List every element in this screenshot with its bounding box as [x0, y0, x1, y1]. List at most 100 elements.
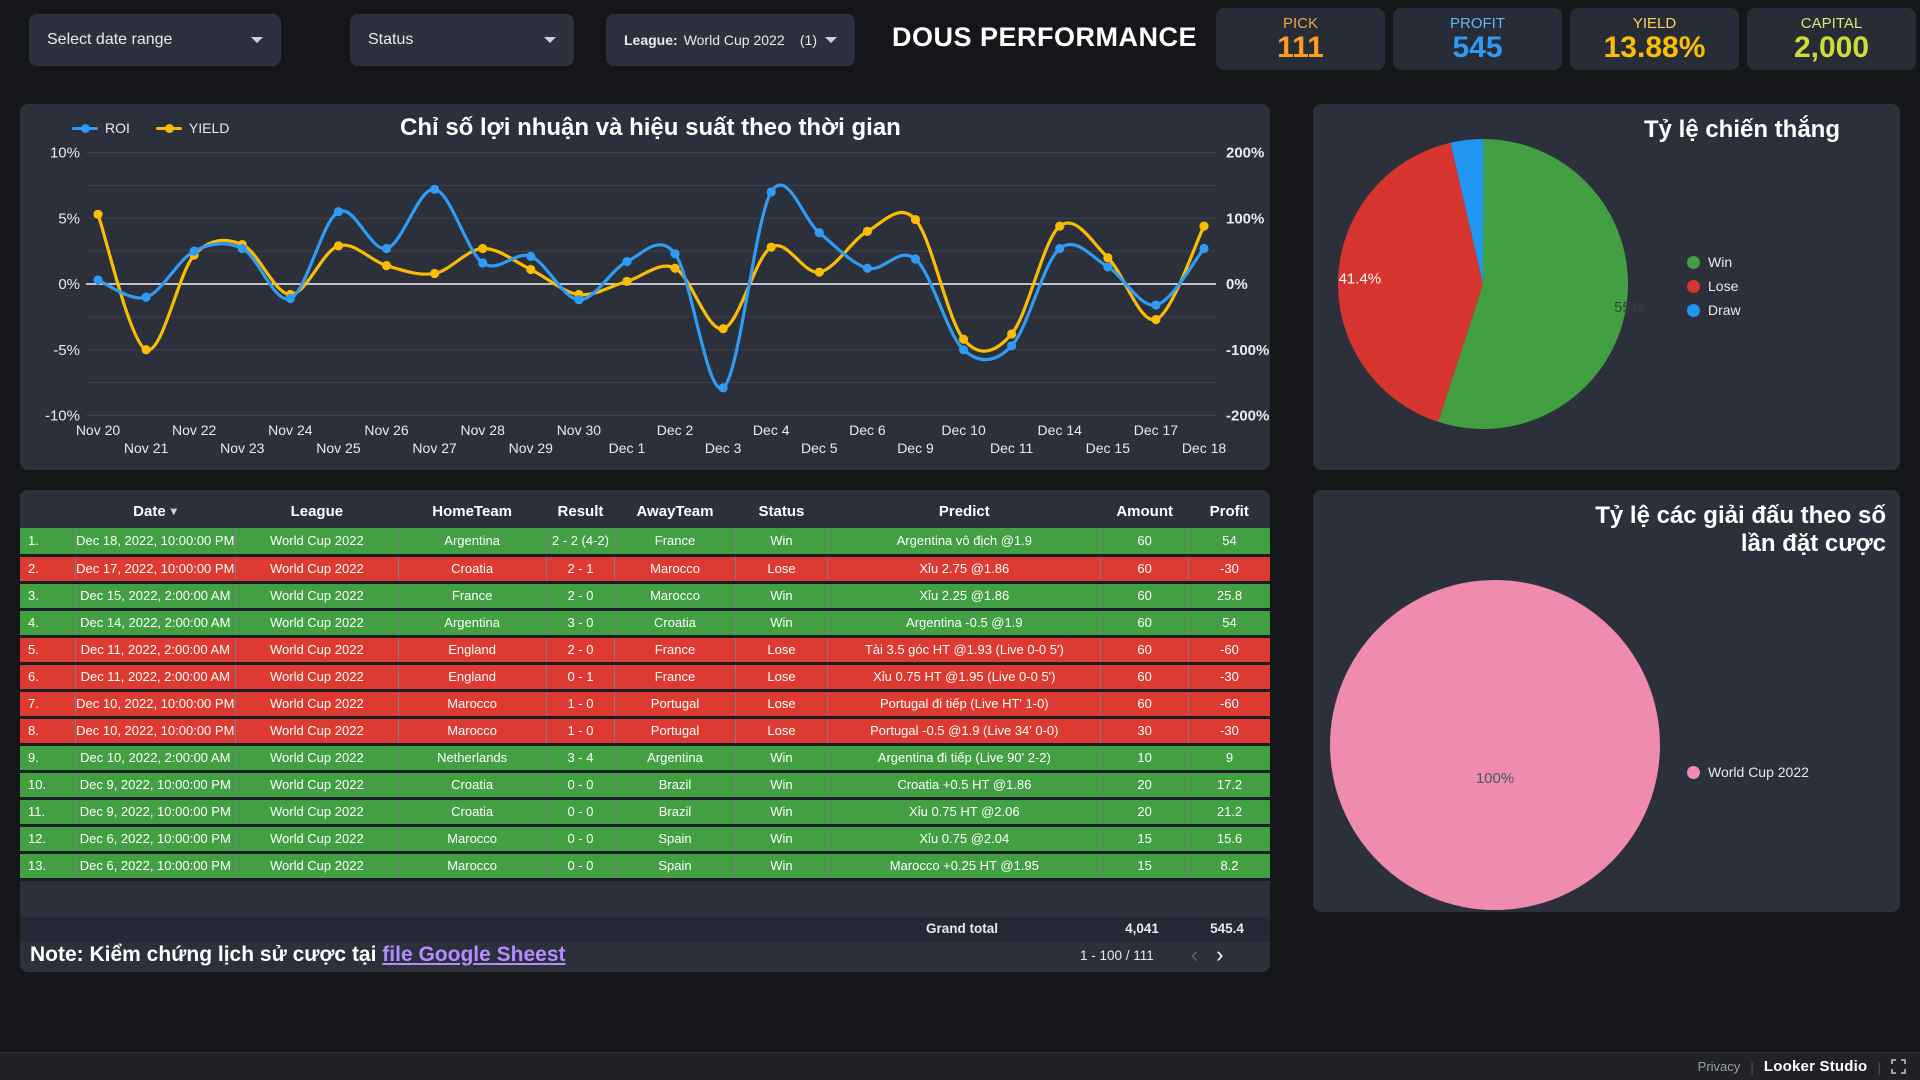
svg-text:-100%: -100%	[1226, 342, 1269, 359]
table-cell: Dec 10, 2022, 10:00:00 PM	[75, 717, 236, 744]
col-header-Status[interactable]: Status	[735, 494, 828, 528]
table-row[interactable]: 4. Dec 14, 2022, 2:00:00 AM World Cup 2022…	[20, 609, 1270, 636]
table-cell: Dec 6, 2022, 10:00:00 PM	[75, 825, 236, 852]
table-cell: World Cup 2022	[235, 717, 399, 744]
svg-text:-5%: -5%	[53, 342, 80, 359]
pie2-title: Tỷ lệ các giải đấu theo số lần đặt cược	[1595, 502, 1886, 557]
svg-text:Dec 5: Dec 5	[801, 440, 838, 456]
table-row[interactable]: 7. Dec 10, 2022, 10:00:00 PM World Cup 202…	[20, 690, 1270, 717]
table-cell: Win	[735, 528, 829, 555]
svg-text:Dec 6: Dec 6	[849, 422, 886, 438]
table-cell: Marocco	[398, 825, 547, 852]
table-cell: Spain	[614, 852, 736, 879]
privacy-link[interactable]: Privacy	[1697, 1059, 1741, 1074]
roi-yield-line-chart[interactable]: 10% 5% 0% -5% -10% 200% 100% 0% -100% -200% Nov 20…	[20, 104, 1270, 470]
chevron-down-icon	[544, 37, 556, 43]
fullscreen-icon[interactable]	[1891, 1059, 1906, 1074]
table-cell: 54	[1188, 609, 1270, 636]
table-cell: Xỉu 2.75 @1.86	[827, 555, 1102, 582]
table-cell: 2 - 1	[546, 555, 616, 582]
kpi-value: 111	[1277, 30, 1324, 64]
table-row[interactable]: 9. Dec 10, 2022, 2:00:00 AM World Cup 2022…	[20, 744, 1270, 771]
table-cell: World Cup 2022	[235, 690, 399, 717]
table-cell: World Cup 2022	[235, 744, 399, 771]
win-rate-pie-chart[interactable]: 55% 41.4%	[1313, 104, 1900, 470]
page-title: DOUS PERFORMANCE	[892, 22, 1198, 52]
col-header-Date[interactable]: Date ▾	[75, 494, 236, 528]
table-cell: World Cup 2022	[235, 636, 399, 663]
table-header-row[interactable]: Date ▾ League HomeTeam Result AwayTeam Status…	[20, 494, 1270, 528]
table-cell: Portugal đi tiếp (Live HT' 1-0)	[827, 690, 1102, 717]
col-header-HomeTeam[interactable]: HomeTeam	[398, 494, 547, 528]
legend-item-lose[interactable]: Lose	[1687, 278, 1741, 294]
league-filter-prefix: League:	[624, 32, 678, 48]
table-cell: 25.8	[1188, 582, 1270, 609]
table-cell: Win	[735, 744, 829, 771]
legend-label: Lose	[1708, 278, 1739, 294]
date-range-control[interactable]: Select date range	[29, 14, 281, 66]
table-cell: 54	[1188, 528, 1270, 555]
google-sheet-link[interactable]: file Google Sheest	[382, 943, 566, 966]
table-row[interactable]: 1. Dec 18, 2022, 10:00:00 PM World Cup 202…	[20, 528, 1270, 555]
table-cell: Win	[735, 852, 829, 879]
svg-text:Nov 30: Nov 30	[557, 422, 602, 438]
prev-page-icon[interactable]: ‹	[1190, 942, 1199, 967]
table-cell: Marocco +0.25 HT @1.95	[827, 852, 1102, 879]
legend-item-yield[interactable]: YIELD	[155, 120, 229, 136]
svg-text:Nov 24: Nov 24	[268, 422, 313, 438]
league-share-pie-chart[interactable]: 100%	[1313, 490, 1900, 912]
table-cell: Croatia	[614, 609, 736, 636]
table-row[interactable]: 13. Dec 6, 2022, 10:00:00 PM World Cup 202…	[20, 852, 1270, 879]
table-row[interactable]: 8. Dec 10, 2022, 10:00:00 PM World Cup 202…	[20, 717, 1270, 744]
league-filter-control[interactable]: League: World Cup 2022 (1)	[606, 14, 855, 66]
table-cell: France	[614, 663, 736, 690]
table-cell: 60	[1100, 609, 1189, 636]
legend-item-draw[interactable]: Draw	[1687, 302, 1741, 318]
svg-text:-200%: -200%	[1226, 408, 1269, 425]
col-header-Profit[interactable]: Profit	[1188, 494, 1270, 528]
col-header-Amount[interactable]: Amount	[1100, 494, 1189, 528]
table-cell: -30	[1188, 717, 1270, 744]
col-header-Predict[interactable]: Predict	[827, 494, 1101, 528]
next-page-icon[interactable]: ›	[1216, 942, 1224, 967]
table-cell: World Cup 2022	[235, 555, 399, 582]
table-cell: Brazil	[614, 798, 736, 825]
col-header-num[interactable]	[20, 494, 76, 528]
legend-item-world-cup-2022[interactable]: World Cup 2022	[1687, 764, 1809, 780]
table-cell: 60	[1100, 555, 1189, 582]
table-row[interactable]: 2. Dec 17, 2022, 10:00:00 PM World Cup 202…	[20, 555, 1270, 582]
table-row[interactable]: 10. Dec 9, 2022, 10:00:00 PM World Cup 202…	[20, 771, 1270, 798]
table-row[interactable]: 12. Dec 6, 2022, 10:00:00 PM World Cup 202…	[20, 825, 1270, 852]
kpi-value: 13.88%	[1603, 30, 1706, 64]
table-cell: 20	[1100, 798, 1189, 825]
table-row[interactable]: 11. Dec 9, 2022, 10:00:00 PM World Cup 202…	[20, 798, 1270, 825]
table-cell: Portugal	[614, 717, 736, 744]
table-cell: Lose	[735, 663, 829, 690]
table-row[interactable]: 6. Dec 11, 2022, 2:00:00 AM World Cup 2022…	[20, 663, 1270, 690]
col-header-Result[interactable]: Result	[546, 494, 615, 528]
table-cell: 0 - 0	[546, 771, 616, 798]
table-cell: Xỉu 2.25 @1.86	[827, 582, 1102, 609]
table-cell: World Cup 2022	[235, 609, 399, 636]
bets-table[interactable]: Date ▾ League HomeTeam Result AwayTeam Status…	[20, 494, 1270, 881]
table-cell: Portugal	[614, 690, 736, 717]
table-row[interactable]: 5. Dec 11, 2022, 2:00:00 AM World Cup 2022…	[20, 636, 1270, 663]
table-row[interactable]: 3. Dec 15, 2022, 2:00:00 AM World Cup 2022…	[20, 582, 1270, 609]
svg-text:-10%: -10%	[45, 408, 80, 425]
table-cell: Xỉu 0.75 HT @2.06	[827, 798, 1102, 825]
table-cell: Win	[735, 771, 829, 798]
col-header-League[interactable]: League	[235, 494, 399, 528]
table-cell: France	[614, 636, 736, 663]
table-cell: 10.	[20, 771, 76, 798]
table-cell: Win	[735, 825, 829, 852]
col-header-AwayTeam[interactable]: AwayTeam	[614, 494, 736, 528]
status-control[interactable]: Status	[350, 14, 574, 66]
svg-text:Dec 4: Dec 4	[753, 422, 790, 438]
table-cell: 12.	[20, 825, 76, 852]
svg-text:Nov 29: Nov 29	[509, 440, 554, 456]
win-rate-pie-card: Tỷ lệ chiến thắng 55% 41.4% Win Lose Draw	[1313, 104, 1900, 470]
legend-item-roi[interactable]: ROI	[72, 120, 130, 136]
chevron-down-icon	[825, 37, 837, 43]
legend-item-win[interactable]: Win	[1687, 254, 1741, 270]
table-cell: Win	[735, 609, 829, 636]
